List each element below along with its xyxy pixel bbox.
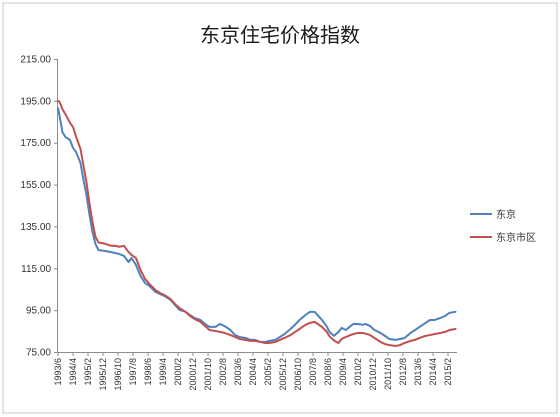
x-tick-label: 2011/10 — [383, 358, 393, 390]
x-axis-ticks: 1993/6 1994/4 1995/2 1995/12 1996/10 1997/8 19… — [53, 352, 453, 391]
x-tick-label: 2010/2 — [353, 358, 363, 386]
x-tick-label: 2000/2 — [173, 358, 183, 386]
x-tick-label: 1999/4 — [158, 358, 168, 386]
x-tick-label: 2002/8 — [218, 358, 228, 386]
x-tick-label: 1996/10 — [113, 358, 123, 391]
x-tick-label: 2003/6 — [233, 358, 243, 386]
x-tick-label: 2012/8 — [398, 358, 408, 386]
legend: 东京 东京市区 — [470, 208, 536, 244]
y-tick-label: 115.00 — [21, 264, 51, 275]
x-tick-label: 1993/6 — [53, 358, 63, 386]
x-tick-label: 2010/12 — [368, 358, 378, 391]
x-tick-label: 2015/2 — [443, 358, 453, 386]
y-tick-label: 135.00 — [20, 222, 51, 233]
x-tick-label: 2000/12 — [188, 358, 198, 391]
x-tick-label: 2007/8 — [308, 358, 318, 386]
y-tick-label: 155.00 — [20, 180, 51, 191]
y-tick-label: 215.00 — [20, 55, 51, 66]
chart-title: 东京住宅价格指数 — [200, 23, 360, 47]
x-tick-label: 2006/10 — [293, 358, 303, 391]
y-tick-label: 95.00 — [26, 306, 51, 317]
x-tick-label: 2005/2 — [263, 358, 273, 386]
legend-item-tokyo: 东京 — [470, 208, 516, 221]
x-tick-label: 2013/6 — [413, 358, 423, 386]
x-tick-label: 2001/10 — [203, 358, 213, 391]
x-tick-label: 1998/6 — [143, 358, 153, 386]
x-tick-label: 1997/8 — [128, 358, 138, 386]
series-layer — [57, 99, 457, 347]
y-tick-label: 175.00 — [20, 138, 51, 149]
x-tick-label: 2004/4 — [248, 358, 258, 386]
legend-label-tokyo-city: 东京市区 — [496, 231, 536, 244]
series-line-tokyo — [57, 106, 457, 343]
x-tick-label: 2014/4 — [428, 358, 438, 386]
y-tick-label: 75.00 — [26, 348, 51, 359]
y-tick-label: 195.00 — [20, 96, 51, 107]
x-tick-label: 1994/4 — [68, 358, 78, 386]
legend-item-tokyo-city: 东京市区 — [470, 231, 536, 244]
x-tick-label: 2005/12 — [278, 358, 288, 391]
x-tick-label: 1995/2 — [83, 358, 93, 386]
series-line-tokyo-city — [57, 99, 457, 347]
y-axis-ticks: 75.00 95.00 115.00 135.00 155.00 175.00 195.00… — [20, 55, 58, 359]
x-tick-label: 1995/12 — [98, 358, 108, 391]
x-tick-label: 2009/4 — [338, 358, 348, 386]
x-tick-label: 2008/6 — [323, 358, 333, 386]
legend-label-tokyo: 东京 — [496, 208, 516, 221]
